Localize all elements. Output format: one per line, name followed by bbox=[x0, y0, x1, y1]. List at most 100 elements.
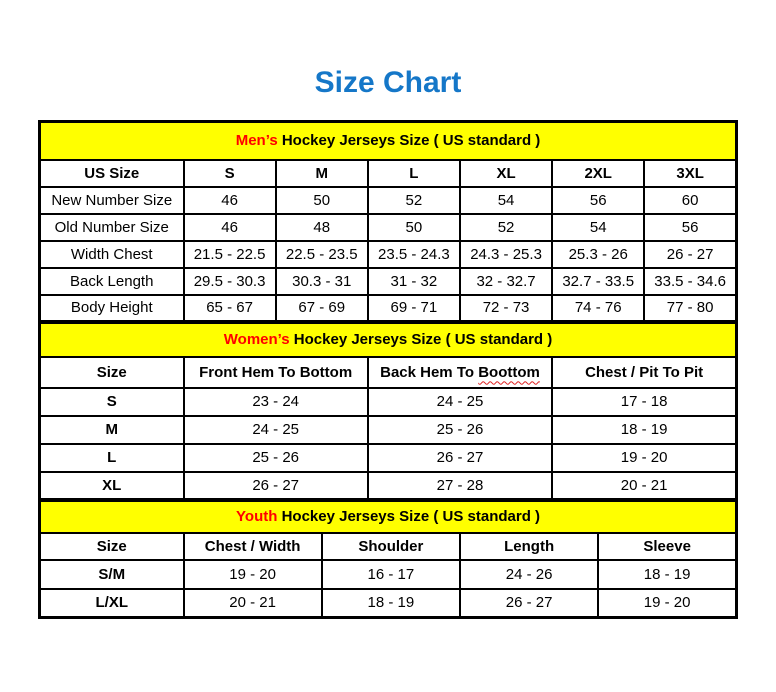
table-row-width-chest: Width Chest 21.5 - 22.5 22.5 - 23.5 23.5 - … bbox=[38, 239, 738, 269]
value-cell: 26 - 27 bbox=[366, 442, 554, 473]
value-cell: 31 - 32 bbox=[366, 266, 461, 296]
column-header-length: Length bbox=[458, 531, 600, 561]
youth-header-row: Size Chest / Width Shoulder Length Sleeve bbox=[38, 531, 738, 561]
table-row-s-m: S/M 19 - 20 16 - 17 24 - 26 18 - 19 bbox=[38, 558, 738, 590]
column-header-size: Size bbox=[38, 531, 185, 561]
womens-header-row: Size Front Hem To Bottom Back Hem To Boott… bbox=[38, 355, 738, 389]
column-header-3xl: 3XL bbox=[643, 158, 738, 188]
youth-section-banner: Youth Hockey Jerseys Size ( US standard … bbox=[38, 499, 738, 534]
column-header-front-hem-to-bottom: Front Hem To Bottom bbox=[182, 355, 369, 389]
value-cell: 24.3 - 25.3 bbox=[458, 239, 554, 269]
value-cell: 21.5 - 22.5 bbox=[182, 239, 277, 269]
value-cell: 25 - 26 bbox=[182, 442, 369, 473]
row-label: L/XL bbox=[38, 587, 185, 619]
value-cell: 67 - 69 bbox=[274, 293, 369, 323]
value-cell: 19 - 20 bbox=[551, 442, 738, 473]
table-row-l: L 25 - 26 26 - 27 19 - 20 bbox=[38, 442, 738, 473]
table-row-new-number-size: New Number Size 46 50 52 54 56 60 bbox=[38, 185, 738, 215]
value-cell: 23.5 - 24.3 bbox=[366, 239, 461, 269]
table-row-s: S 23 - 24 24 - 25 17 - 18 bbox=[38, 386, 738, 417]
value-cell: 50 bbox=[274, 185, 369, 215]
value-cell: 52 bbox=[458, 212, 554, 242]
value-cell: 23 - 24 bbox=[182, 386, 369, 417]
value-cell: 29.5 - 30.3 bbox=[182, 266, 277, 296]
value-cell: 26 - 27 bbox=[643, 239, 738, 269]
mens-header-row: US Size S M L XL 2XL 3XL bbox=[38, 158, 738, 188]
value-cell: 26 - 27 bbox=[458, 587, 600, 619]
row-label: Old Number Size bbox=[38, 212, 185, 242]
value-cell: 54 bbox=[551, 212, 646, 242]
row-label: Body Height bbox=[38, 293, 185, 323]
column-header-shoulder: Shoulder bbox=[320, 531, 462, 561]
column-header-chest-width: Chest / Width bbox=[182, 531, 323, 561]
mens-section-banner: Men’s Hockey Jerseys Size ( US standard … bbox=[38, 120, 738, 161]
mens-banner-text: Hockey Jerseys Size ( US standard ) bbox=[277, 132, 541, 150]
misspelled-word: Boottom bbox=[478, 363, 540, 381]
row-label: Back Length bbox=[38, 266, 185, 296]
youth-banner-cell: Youth Hockey Jerseys Size ( US standard … bbox=[38, 499, 738, 534]
value-cell: 18 - 19 bbox=[320, 587, 462, 619]
column-header-size: Size bbox=[38, 355, 185, 389]
value-cell: 52 bbox=[366, 185, 461, 215]
row-label: L bbox=[38, 442, 185, 473]
value-cell: 18 - 19 bbox=[551, 414, 738, 445]
value-cell: 65 - 67 bbox=[182, 293, 277, 323]
value-cell: 50 bbox=[366, 212, 461, 242]
row-label: M bbox=[38, 414, 185, 445]
womens-banner-cell: Women’s Hockey Jerseys Size ( US standar… bbox=[38, 321, 738, 358]
row-label: S bbox=[38, 386, 185, 417]
table-row-m: M 24 - 25 25 - 26 18 - 19 bbox=[38, 414, 738, 445]
value-cell: 48 bbox=[274, 212, 369, 242]
row-label: S/M bbox=[38, 558, 185, 590]
womens-banner-highlight: Women’s bbox=[223, 331, 290, 349]
column-header-l: L bbox=[366, 158, 461, 188]
value-cell: 20 - 21 bbox=[551, 470, 738, 501]
column-header-text: Back Hem To bbox=[380, 363, 479, 381]
table-row-back-length: Back Length 29.5 - 30.3 30.3 - 31 31 - 32 32… bbox=[38, 266, 738, 296]
size-table-women: Women’s Hockey Jerseys Size ( US standar… bbox=[38, 321, 739, 501]
value-cell: 24 - 26 bbox=[458, 558, 600, 590]
table-row-xl: XL 26 - 27 27 - 28 20 - 21 bbox=[38, 470, 738, 501]
column-header-back-hem-to-boottom: Back Hem To Boottom bbox=[366, 355, 554, 389]
womens-section-banner: Women’s Hockey Jerseys Size ( US standar… bbox=[38, 321, 738, 358]
size-table-men: Men’s Hockey Jerseys Size ( US standard … bbox=[38, 120, 739, 323]
page-title: Size Chart bbox=[314, 66, 462, 99]
value-cell: 24 - 25 bbox=[182, 414, 369, 445]
value-cell: 54 bbox=[458, 185, 554, 215]
value-cell: 25.3 - 26 bbox=[551, 239, 646, 269]
table-row-body-height: Body Height 65 - 67 67 - 69 69 - 71 72 - 73 7… bbox=[38, 293, 738, 323]
value-cell: 20 - 21 bbox=[182, 587, 323, 619]
value-cell: 30.3 - 31 bbox=[274, 266, 369, 296]
value-cell: 32 - 32.7 bbox=[458, 266, 554, 296]
table-row-l-xl: L/XL 20 - 21 18 - 19 26 - 27 19 - 20 bbox=[38, 587, 738, 619]
value-cell: 18 - 19 bbox=[597, 558, 738, 590]
value-cell: 33.5 - 34.6 bbox=[643, 266, 738, 296]
value-cell: 27 - 28 bbox=[366, 470, 554, 501]
column-header-chest-pit-to-pit: Chest / Pit To Pit bbox=[551, 355, 738, 389]
value-cell: 46 bbox=[182, 212, 277, 242]
size-table-youth: Youth Hockey Jerseys Size ( US standard … bbox=[38, 499, 739, 619]
table-row-old-number-size: Old Number Size 46 48 50 52 54 56 bbox=[38, 212, 738, 242]
value-cell: 46 bbox=[182, 185, 277, 215]
value-cell: 60 bbox=[643, 185, 738, 215]
mens-banner-cell: Men’s Hockey Jerseys Size ( US standard … bbox=[38, 120, 738, 161]
value-cell: 24 - 25 bbox=[366, 386, 554, 417]
value-cell: 56 bbox=[551, 185, 646, 215]
row-label: New Number Size bbox=[38, 185, 185, 215]
column-header-us-size: US Size bbox=[38, 158, 185, 188]
column-header-m: M bbox=[274, 158, 369, 188]
value-cell: 16 - 17 bbox=[320, 558, 462, 590]
value-cell: 32.7 - 33.5 bbox=[551, 266, 646, 296]
row-label: Width Chest bbox=[38, 239, 185, 269]
column-header-s: S bbox=[182, 158, 277, 188]
value-cell: 19 - 20 bbox=[182, 558, 323, 590]
value-cell: 72 - 73 bbox=[458, 293, 554, 323]
mens-banner-highlight: Men’s bbox=[235, 132, 278, 150]
value-cell: 56 bbox=[643, 212, 738, 242]
value-cell: 17 - 18 bbox=[551, 386, 738, 417]
row-label: XL bbox=[38, 470, 185, 501]
value-cell: 19 - 20 bbox=[597, 587, 738, 619]
value-cell: 25 - 26 bbox=[366, 414, 554, 445]
womens-banner-text: Hockey Jerseys Size ( US standard ) bbox=[289, 331, 553, 349]
value-cell: 74 - 76 bbox=[551, 293, 646, 323]
